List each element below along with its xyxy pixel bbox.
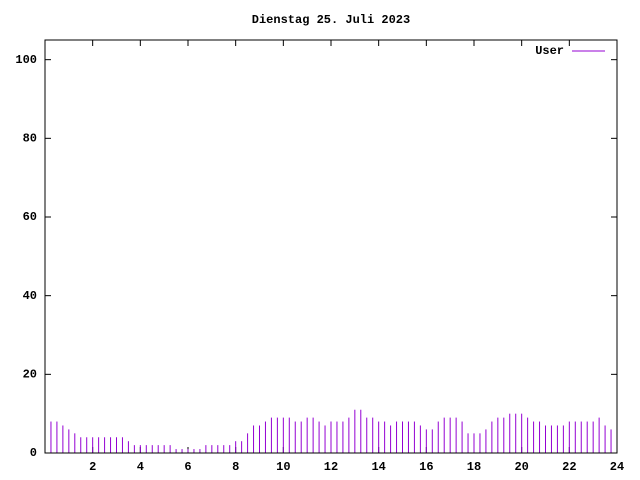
x-tick-label: 2 [89, 460, 96, 474]
x-tick-label: 16 [419, 460, 433, 474]
y-tick-label: 100 [15, 53, 37, 67]
y-tick-label: 20 [23, 368, 37, 382]
x-tick-label: 18 [467, 460, 481, 474]
y-tick-label: 60 [23, 210, 37, 224]
x-tick-label: 8 [232, 460, 239, 474]
x-tick-label: 12 [324, 460, 338, 474]
x-tick-label: 4 [137, 460, 144, 474]
y-tick-label: 0 [30, 446, 37, 460]
plot-border [44, 39, 618, 454]
y-tick-label: 80 [23, 132, 37, 146]
x-tick-label: 6 [184, 460, 191, 474]
y-tick-label: 40 [23, 289, 37, 303]
x-tick-label: 10 [276, 460, 290, 474]
x-tick-label: 22 [562, 460, 576, 474]
x-tick-label: 24 [610, 460, 624, 474]
chart-title: Dienstag 25. Juli 2023 [252, 13, 410, 27]
x-tick-label: 20 [514, 460, 528, 474]
x-tick-label: 14 [371, 460, 385, 474]
legend-label: User [535, 44, 564, 58]
